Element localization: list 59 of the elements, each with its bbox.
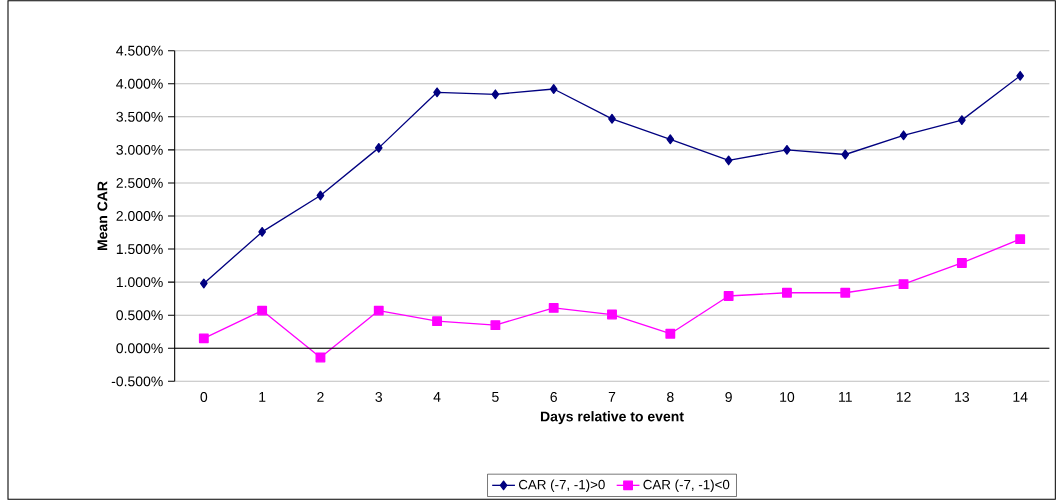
point	[257, 305, 268, 316]
y-tick-label: 3.500%	[116, 111, 163, 122]
point	[258, 226, 267, 237]
point	[316, 190, 325, 201]
point	[898, 279, 909, 290]
point	[433, 87, 441, 98]
y-tick-label: 3.000%	[116, 144, 163, 155]
legend-label: CAR (-7, -1)>0	[518, 479, 605, 492]
x-tick-label: 3	[375, 392, 383, 402]
y-tick-label: 1.000%	[116, 277, 163, 288]
x-tick-label: 11	[839, 392, 852, 402]
y-tick-label: 0.000%	[116, 343, 163, 354]
x-tick-label: 12	[896, 392, 911, 402]
y-tick-label: 2.000%	[116, 211, 163, 221]
point	[666, 134, 675, 145]
point	[782, 287, 792, 298]
x-tick-label: 1	[259, 392, 266, 402]
y-tick-label: 0.500%	[116, 310, 163, 321]
x-tick-label: 6	[550, 392, 557, 402]
point	[199, 278, 208, 289]
x-tick-label: 5	[492, 392, 499, 402]
point	[665, 328, 676, 339]
x-tick-label: 8	[667, 392, 674, 402]
point	[373, 305, 384, 316]
y-tick-label: 4.000%	[116, 78, 163, 89]
y-tick-label: -0.500%	[111, 376, 163, 387]
point	[841, 149, 850, 160]
point	[374, 142, 383, 153]
point	[899, 130, 908, 141]
point	[548, 302, 559, 313]
x-tick-label: 13	[955, 392, 970, 402]
point	[198, 333, 209, 344]
x-tick-label: 2	[317, 392, 324, 402]
y-tick-label: 4.500%	[116, 45, 163, 56]
x-tick-label: 9	[725, 392, 732, 402]
point	[724, 155, 733, 166]
point	[783, 144, 791, 155]
point	[490, 320, 501, 331]
point	[491, 89, 500, 100]
x-tick-label: 7	[608, 392, 616, 402]
x-axis-title: Days relative to event	[540, 411, 684, 425]
x-tick-label: 0	[200, 392, 208, 402]
y-tick-label: 1.500%	[116, 244, 163, 255]
point	[840, 287, 851, 298]
point	[1016, 70, 1025, 81]
point	[607, 309, 617, 320]
y-axis-title: Mean CAR	[97, 181, 108, 251]
point	[608, 113, 616, 124]
point	[549, 84, 558, 94]
point	[956, 258, 967, 268]
y-tick-label: 2.500%	[116, 177, 163, 188]
legend-label: CAR (-7, -1)<0	[643, 479, 730, 492]
x-tick-label: 10	[780, 392, 795, 402]
point	[958, 115, 966, 126]
x-tick-label: 14	[1013, 392, 1028, 402]
point	[1015, 234, 1026, 245]
point	[432, 316, 443, 327]
point	[723, 291, 734, 301]
x-tick-label: 4	[433, 392, 441, 402]
